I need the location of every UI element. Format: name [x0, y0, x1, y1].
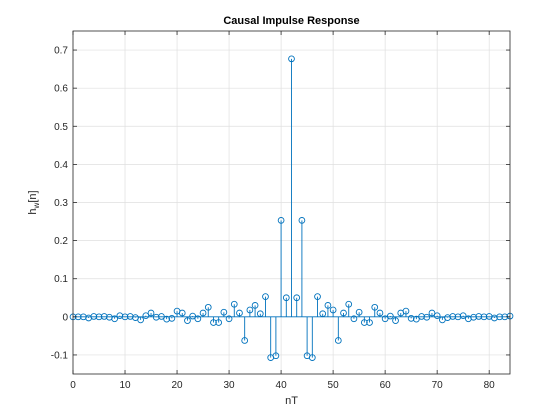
stem-marker	[215, 319, 223, 326]
x-tick-label: 50	[328, 380, 340, 391]
axis-ticks: 0 10 20 30 40 50 60 70 80 -0.1 0 0.1 0.2 0.3 0.4 0.5 0.6…	[51, 31, 510, 391]
stem-marker	[230, 300, 238, 308]
stem-marker	[449, 313, 457, 320]
y-tick-label: -0.1	[51, 350, 69, 361]
stem-marker	[142, 312, 150, 320]
x-tick-label: 20	[171, 380, 183, 391]
stem-marker	[282, 294, 290, 302]
stem-marker	[314, 293, 321, 300]
stem-marker	[210, 319, 217, 326]
y-tick-label: 0.3	[54, 198, 68, 209]
y-axis-label-suffix: [n]	[27, 190, 39, 202]
y-tick-label: 0.4	[54, 160, 68, 171]
stem-marker	[225, 315, 233, 323]
y-axis-label-main: h	[27, 208, 39, 214]
stem-marker	[256, 310, 264, 318]
stem-marker	[152, 313, 160, 321]
stem-marker	[350, 315, 358, 323]
stem-marker	[413, 315, 420, 323]
stem-marker	[376, 309, 384, 317]
stem-marker	[402, 307, 410, 315]
stem-marker	[470, 313, 477, 321]
y-tick-label: 0.6	[54, 84, 68, 95]
chart-title: Causal Impulse Response	[223, 15, 359, 27]
stem-marker	[137, 316, 144, 324]
stem-marker	[381, 315, 389, 323]
stem-marker	[100, 313, 108, 320]
x-tick-label: 0	[70, 380, 76, 391]
stem-marker	[459, 312, 467, 320]
x-tick-label: 60	[380, 380, 392, 391]
y-axis-label-subscript: w	[32, 202, 41, 209]
stem-marker	[433, 312, 441, 320]
x-axis-label: nT	[285, 395, 298, 407]
stem-marker	[147, 309, 155, 317]
stem-marker	[288, 55, 295, 63]
y-axis-label: hw[n]	[27, 190, 41, 214]
stem-marker	[277, 217, 285, 224]
stem-marker	[324, 302, 332, 309]
stem-marker	[189, 312, 197, 320]
stem-marker	[428, 309, 436, 317]
stem-marker	[480, 313, 488, 321]
stem-marker	[423, 313, 431, 321]
stem-marker	[293, 294, 301, 302]
y-tick-label: 0.1	[54, 274, 68, 285]
stem-marker	[418, 313, 425, 320]
stem-marker	[407, 315, 415, 322]
stem-marker	[168, 315, 176, 322]
stem-marker	[355, 308, 363, 316]
stem-marker	[194, 315, 202, 323]
x-tick-label: 40	[276, 380, 288, 391]
stem-marker	[262, 293, 269, 300]
stem-marker	[366, 319, 373, 326]
x-tick-label: 80	[484, 380, 496, 391]
stem-marker	[319, 310, 327, 318]
stem-marker	[360, 319, 368, 326]
stem-marker	[272, 352, 280, 360]
y-tick-label: 0.5	[54, 122, 68, 133]
stem-marker	[220, 308, 228, 316]
stem-marker	[199, 309, 207, 317]
stem-marker	[246, 306, 254, 314]
y-tick-label: 0.2	[54, 236, 68, 247]
stem-marker	[204, 303, 212, 311]
stem-series	[69, 55, 514, 361]
stem-marker	[251, 302, 259, 309]
stem-marker	[163, 315, 170, 323]
stem-marker	[184, 317, 191, 324]
x-tick-label: 70	[432, 380, 444, 391]
stem-marker	[340, 309, 347, 317]
x-tick-label: 10	[119, 380, 131, 391]
stem-marker	[371, 303, 379, 311]
stem-marker	[236, 309, 243, 317]
stem-marker	[334, 337, 342, 344]
stem-marker	[298, 217, 306, 224]
stem-marker	[241, 337, 249, 344]
stem-marker	[308, 354, 316, 361]
stem-marker	[95, 313, 103, 321]
stem-marker	[496, 313, 503, 321]
stem-marker	[111, 315, 118, 323]
y-tick-label: 0	[62, 312, 68, 323]
stem-marker	[178, 309, 186, 317]
stem-marker	[392, 317, 399, 324]
stem-marker	[121, 313, 129, 321]
stem-marker	[329, 306, 337, 314]
stem-marker	[90, 313, 98, 320]
stem-marker	[345, 300, 353, 308]
stem-marker	[386, 312, 394, 320]
x-tick-label: 30	[224, 380, 236, 391]
y-tick-label: 0.7	[54, 46, 68, 57]
stem-marker	[475, 313, 483, 320]
stem-marker	[158, 313, 165, 320]
